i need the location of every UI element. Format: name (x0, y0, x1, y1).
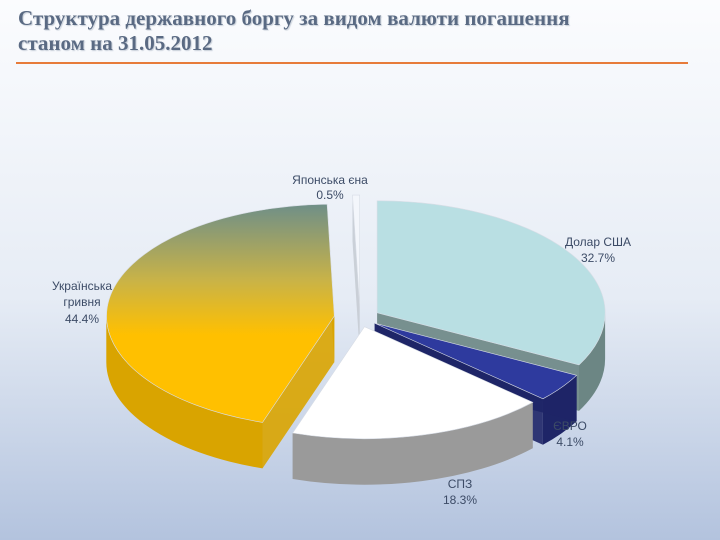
slice-label-sdr-value: 18.3% (443, 493, 477, 507)
slice-top-1 (374, 322, 578, 400)
slice-side-3 (106, 316, 263, 469)
slice-wall-4-0 (352, 195, 360, 353)
slice-wall-3-0 (262, 316, 335, 469)
slice-label-yen-name: Японська єна (292, 173, 368, 187)
slice-side-0 (579, 312, 606, 411)
slice-label-eur-name: ЄВРО (553, 419, 587, 433)
pie-slice-3 (106, 203, 335, 469)
pie-slices (106, 194, 606, 485)
chart-title: Структура державного боргу за видом валю… (18, 6, 698, 56)
pie-slice-2 (292, 326, 534, 485)
slice-side-2 (292, 402, 533, 485)
slice-label-uah-name-1: Українська гривня (52, 279, 112, 309)
slice-top-4 (352, 194, 360, 308)
slice-label-sdr-name: СПЗ (448, 477, 473, 491)
slice-top-2 (292, 326, 534, 439)
slice-label-eur-value: 4.1% (556, 435, 584, 449)
slice-top-0 (376, 200, 606, 366)
slice-top-3 (106, 203, 335, 423)
title-line-2: станом на 31.05.2012 (18, 31, 213, 55)
pie-slice-4 (352, 194, 360, 353)
pie-labels: Японська єна 0.5% Долар США 32.7% Україн… (52, 173, 631, 507)
slice-label-usd-value: 32.7% (581, 251, 615, 265)
title-divider (16, 62, 688, 64)
slice-label-yen-value: 0.5% (316, 188, 344, 202)
slice-label-uah-value: 44.4% (65, 312, 99, 326)
slice-label-usd-name: Долар США (565, 235, 631, 249)
title-line-1: Структура державного боргу за видом валю… (18, 6, 570, 30)
